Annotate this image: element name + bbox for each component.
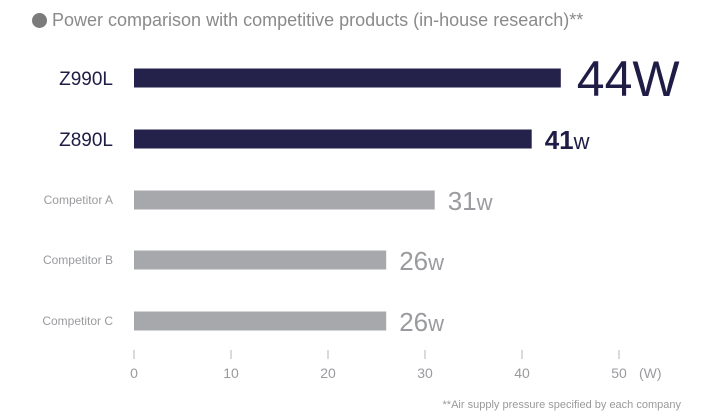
value-unit: w [573, 129, 590, 154]
x-tick-label: 10 [223, 365, 239, 381]
value-label: 44W [577, 51, 681, 107]
circle-bullet-icon [32, 13, 47, 28]
chart-title-row: Power comparison with competitive produc… [32, 10, 583, 31]
value-label: 41w [545, 125, 590, 155]
value-number: 26 [399, 246, 428, 276]
chart-footnote: **Air supply pressure specified by each … [442, 399, 681, 411]
value-unit: w [427, 311, 444, 336]
bar [134, 68, 561, 88]
category-label: Competitor B [43, 253, 113, 267]
category-label: Z890L [59, 130, 113, 151]
value-number: 26 [399, 307, 428, 337]
bar [134, 190, 435, 210]
x-tick-label: 20 [320, 365, 336, 381]
category-label: Competitor C [42, 314, 113, 328]
value-unit: w [476, 190, 493, 215]
category-label: Z990L [59, 69, 113, 90]
x-tick-label: 30 [417, 365, 433, 381]
chart-title: Power comparison with competitive produc… [52, 10, 584, 30]
value-number: 41 [545, 125, 574, 155]
x-tick-label: 40 [514, 365, 530, 381]
value-number: 44 [577, 51, 633, 107]
value-number: 31 [448, 186, 477, 216]
value-unit: w [427, 250, 444, 275]
bar [134, 311, 387, 331]
value-label: 26w [399, 246, 444, 276]
bar [134, 129, 532, 149]
x-tick-label: 50 [611, 365, 627, 381]
value-label: 31w [448, 186, 493, 216]
value-unit: W [632, 51, 680, 107]
category-label: Competitor A [44, 193, 113, 207]
x-tick-label: 0 [130, 365, 138, 381]
x-axis-unit: (W) [639, 365, 662, 381]
bar [134, 250, 387, 270]
value-label: 26w [399, 307, 444, 337]
